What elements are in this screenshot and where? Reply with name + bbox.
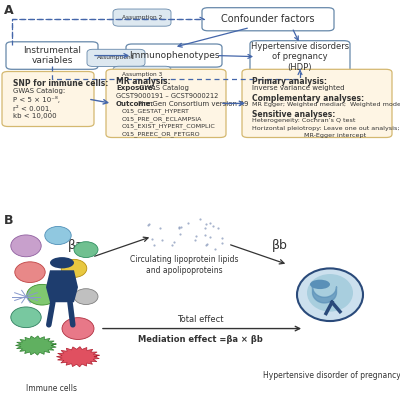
Point: [202, 231, 208, 238]
Text: Circulating lipoprotein lipids
and apolipoproteins: Circulating lipoprotein lipids and apoli…: [130, 255, 238, 275]
Text: GCST9000191 – GCST9000212: GCST9000191 – GCST9000212: [116, 93, 218, 99]
Polygon shape: [16, 336, 56, 355]
Text: O15_PREEC_OR_FETGRO: O15_PREEC_OR_FETGRO: [122, 131, 201, 137]
Ellipse shape: [74, 242, 98, 258]
Ellipse shape: [45, 226, 71, 244]
Text: FinnGen Consortium version R9: FinnGen Consortium version R9: [138, 101, 248, 107]
Ellipse shape: [11, 235, 41, 257]
Point: [218, 240, 225, 246]
Polygon shape: [56, 347, 99, 367]
Text: A: A: [4, 4, 14, 17]
Point: [159, 236, 165, 243]
Point: [156, 225, 163, 232]
Ellipse shape: [11, 307, 41, 328]
Point: [203, 242, 209, 248]
Text: Assumption1: Assumption1: [97, 55, 135, 60]
Point: [169, 242, 176, 248]
Text: Primary analysis:: Primary analysis:: [252, 76, 327, 86]
FancyBboxPatch shape: [87, 49, 145, 66]
FancyBboxPatch shape: [126, 44, 222, 67]
Point: [215, 225, 221, 231]
Text: Complementary analyses:: Complementary analyses:: [252, 94, 364, 103]
Point: [148, 236, 155, 242]
Polygon shape: [46, 270, 78, 302]
Text: Sensitive analyses:: Sensitive analyses:: [252, 110, 335, 120]
Text: MR Egger; Weighted median;  Weighted mode: MR Egger; Weighted median; Weighted mode: [252, 102, 400, 107]
Point: [196, 216, 203, 222]
Text: Immunophenotypes: Immunophenotypes: [129, 51, 219, 60]
Text: Exposure:: Exposure:: [116, 85, 155, 91]
Text: B: B: [4, 214, 14, 227]
Ellipse shape: [61, 259, 87, 278]
Text: Hypertensive disorder of pregnancy: Hypertensive disorder of pregnancy: [263, 371, 400, 380]
Text: SNP for immune cells:: SNP for immune cells:: [13, 79, 108, 88]
Point: [203, 221, 210, 228]
Text: Instrumental
variables: Instrumental variables: [23, 46, 81, 65]
Circle shape: [50, 257, 74, 268]
FancyBboxPatch shape: [113, 66, 171, 83]
Ellipse shape: [307, 274, 353, 312]
Point: [178, 224, 184, 230]
Point: [185, 220, 192, 226]
Ellipse shape: [62, 318, 94, 340]
Point: [146, 221, 152, 227]
FancyBboxPatch shape: [106, 69, 226, 138]
Text: Hypertensive disorders
of pregnancy
(HDP): Hypertensive disorders of pregnancy (HDP…: [251, 42, 349, 72]
Text: Inverse variance weighted: Inverse variance weighted: [252, 85, 344, 91]
Ellipse shape: [74, 289, 98, 304]
Point: [219, 234, 225, 241]
Text: Immune cells: Immune cells: [26, 384, 78, 393]
Text: Assumption 3: Assumption 3: [122, 72, 162, 77]
Text: Mediation effect =βa × βb: Mediation effect =βa × βb: [138, 335, 262, 344]
Point: [212, 246, 219, 252]
Text: GWAS Catalog: GWAS Catalog: [139, 85, 189, 91]
Point: [177, 231, 183, 238]
FancyBboxPatch shape: [2, 72, 94, 126]
FancyBboxPatch shape: [202, 8, 334, 31]
Point: [144, 222, 151, 228]
Text: βb: βb: [272, 239, 288, 252]
Ellipse shape: [27, 284, 57, 305]
Text: βa: βa: [68, 239, 84, 252]
Text: MR analysis:: MR analysis:: [116, 76, 171, 86]
Text: O15_PRE_OR_ECLAMPSIA: O15_PRE_OR_ECLAMPSIA: [122, 116, 202, 122]
Text: MR-Egger intercept: MR-Egger intercept: [304, 133, 366, 138]
Point: [176, 224, 183, 230]
Text: Confounder factors: Confounder factors: [221, 14, 315, 24]
Text: GWAS Catalog:: GWAS Catalog:: [13, 88, 65, 94]
Text: Horizontal pleiotropy: Leave one out analysis;: Horizontal pleiotropy: Leave one out ana…: [252, 126, 400, 131]
Point: [207, 220, 213, 226]
Circle shape: [310, 280, 330, 289]
Point: [191, 237, 198, 244]
Text: Assumption 2: Assumption 2: [122, 15, 162, 20]
FancyBboxPatch shape: [242, 69, 392, 138]
Point: [192, 232, 199, 239]
Point: [176, 224, 182, 231]
FancyBboxPatch shape: [113, 9, 171, 26]
FancyBboxPatch shape: [6, 42, 98, 69]
Point: [210, 222, 216, 229]
Text: O15_EXIST_HYPERT_COMPLIC: O15_EXIST_HYPERT_COMPLIC: [122, 124, 216, 129]
Point: [170, 239, 177, 246]
Text: Heterogeneity: Cochran’s Q test: Heterogeneity: Cochran’s Q test: [252, 118, 355, 123]
Ellipse shape: [15, 262, 45, 282]
Text: kb < 10,000: kb < 10,000: [13, 113, 56, 119]
Point: [202, 224, 208, 231]
Text: Outcome:: Outcome:: [116, 101, 154, 107]
Text: Total effect: Total effect: [177, 315, 223, 324]
Point: [207, 234, 214, 240]
Text: P < 5 × 10⁻⁸,: P < 5 × 10⁻⁸,: [13, 96, 60, 103]
FancyBboxPatch shape: [250, 41, 350, 73]
Text: O15_GESTAT_HYPERT: O15_GESTAT_HYPERT: [122, 109, 190, 114]
Ellipse shape: [297, 268, 363, 321]
Text: r² < 0.001,: r² < 0.001,: [13, 105, 52, 112]
Point: [204, 240, 210, 247]
Point: [151, 242, 158, 249]
